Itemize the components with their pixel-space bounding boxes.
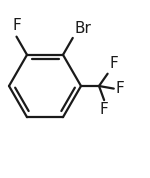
Text: Br: Br <box>74 21 91 36</box>
Text: F: F <box>109 56 118 71</box>
Text: F: F <box>100 102 108 117</box>
Text: F: F <box>115 81 124 96</box>
Text: F: F <box>12 18 21 33</box>
